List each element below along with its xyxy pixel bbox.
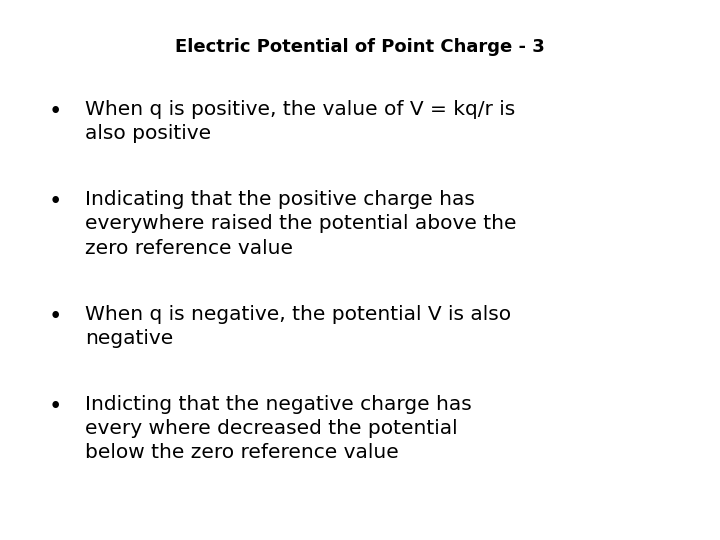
Text: When q is positive, the value of V = kq/r is
also positive: When q is positive, the value of V = kq/… <box>85 100 516 143</box>
Text: •: • <box>48 395 62 418</box>
Text: •: • <box>48 305 62 328</box>
Text: •: • <box>48 190 62 213</box>
Text: Electric Potential of Point Charge - 3: Electric Potential of Point Charge - 3 <box>175 38 545 56</box>
Text: Indicting that the negative charge has
every where decreased the potential
below: Indicting that the negative charge has e… <box>85 395 472 462</box>
Text: When q is negative, the potential V is also
negative: When q is negative, the potential V is a… <box>85 305 511 348</box>
Text: •: • <box>48 100 62 123</box>
Text: Indicating that the positive charge has
everywhere raised the potential above th: Indicating that the positive charge has … <box>85 190 516 258</box>
